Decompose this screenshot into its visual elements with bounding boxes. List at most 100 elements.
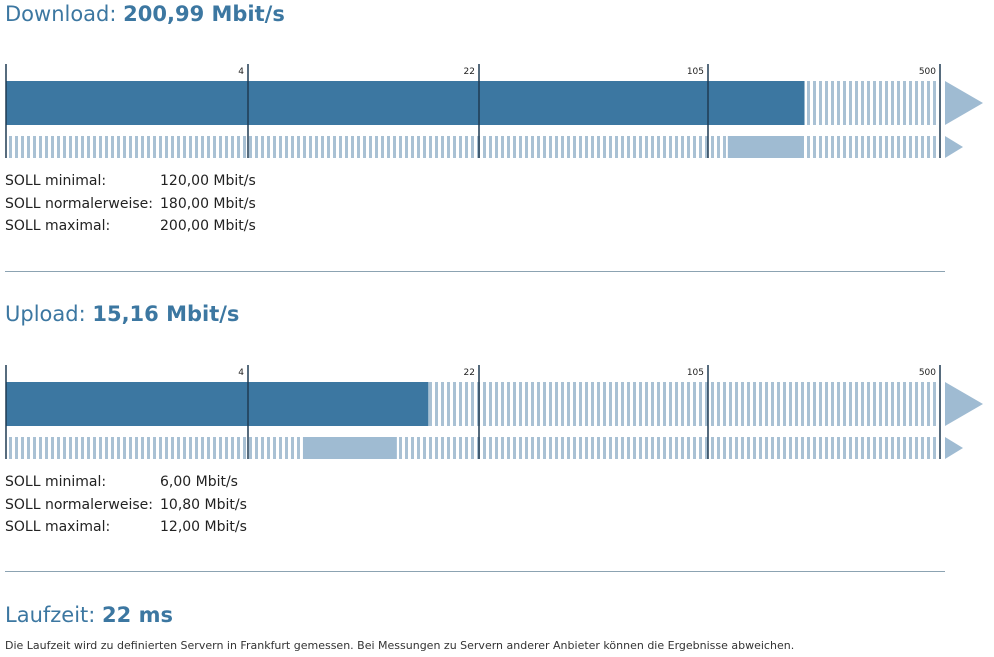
stripe — [195, 437, 198, 459]
upload-label: Upload: — [5, 302, 86, 326]
stripe — [621, 136, 624, 158]
stripe — [723, 437, 726, 459]
stripe — [867, 382, 870, 426]
stripe — [519, 136, 522, 158]
stripe — [225, 136, 228, 158]
stripe — [507, 437, 510, 459]
stripe — [99, 136, 102, 158]
stripe — [675, 437, 678, 459]
stripe — [567, 382, 570, 426]
stripe — [447, 136, 450, 158]
stripe — [693, 382, 696, 426]
stripe — [555, 437, 558, 459]
stripe — [255, 136, 258, 158]
divider — [5, 271, 945, 272]
stripe — [27, 136, 30, 158]
stripe — [393, 136, 396, 158]
stripe — [255, 437, 258, 459]
latency-value: 22 ms — [102, 603, 173, 627]
stripe — [711, 136, 714, 158]
stripe — [651, 136, 654, 158]
stripe — [879, 382, 882, 426]
stripe — [627, 382, 630, 426]
stripe — [921, 382, 924, 426]
stripe — [897, 136, 900, 158]
stripe — [285, 437, 288, 459]
download-gauge-svg: 4 22 105 500 — [5, 64, 983, 158]
stripe — [315, 136, 318, 158]
download-arrow-icon — [945, 81, 983, 125]
stripe — [633, 136, 636, 158]
stripe — [645, 437, 648, 459]
stripe — [507, 136, 510, 158]
stripe — [717, 136, 720, 158]
latency-note: Die Laufzeit wird zu definierten Servern… — [5, 639, 795, 652]
stripe — [231, 136, 234, 158]
stripe — [801, 382, 804, 426]
stripe — [483, 382, 486, 426]
stripe — [417, 136, 420, 158]
stripe — [45, 136, 48, 158]
stripe — [741, 382, 744, 426]
stripe — [345, 136, 348, 158]
stripe — [351, 136, 354, 158]
tick-label-22: 22 — [464, 67, 475, 77]
stripe — [801, 437, 804, 459]
tick-label-4: 4 — [238, 67, 244, 77]
stripe — [765, 382, 768, 426]
stripe — [849, 136, 852, 158]
stripe — [465, 136, 468, 158]
stripe — [471, 382, 474, 426]
tick-label-105: 105 — [687, 67, 704, 77]
stripe — [333, 136, 336, 158]
stripe — [261, 136, 264, 158]
stripe — [69, 437, 72, 459]
stripe — [435, 437, 438, 459]
upload-soll-list: SOLL minimal: 6,00 Mbit/s SOLL normalerwe… — [5, 471, 247, 539]
stripe — [573, 382, 576, 426]
stripe — [711, 437, 714, 459]
stripe — [669, 437, 672, 459]
tick-label-500: 500 — [919, 67, 936, 77]
stripe — [147, 437, 150, 459]
stripe — [519, 437, 522, 459]
stripe — [117, 437, 120, 459]
stripe — [81, 136, 84, 158]
stripe — [501, 382, 504, 426]
stripe — [627, 437, 630, 459]
upload-soll-range-bar — [302, 437, 397, 459]
stripe — [537, 136, 540, 158]
stripe — [39, 136, 42, 158]
stripe — [909, 136, 912, 158]
stripe — [459, 382, 462, 426]
stripe — [903, 136, 906, 158]
stripe — [273, 437, 276, 459]
download-small-arrow-icon — [945, 136, 963, 158]
stripe — [591, 382, 594, 426]
stripe — [81, 437, 84, 459]
stripe — [63, 136, 66, 158]
stripe — [699, 382, 702, 426]
stripe — [219, 437, 222, 459]
stripe — [105, 437, 108, 459]
stripe — [303, 136, 306, 158]
stripe — [867, 81, 870, 125]
stripe — [447, 437, 450, 459]
stripe — [903, 437, 906, 459]
stripe — [603, 382, 606, 426]
upload-arrow-icon — [945, 382, 983, 426]
stripe — [291, 437, 294, 459]
download-soll-list: SOLL minimal: 120,00 Mbit/s SOLL normaler… — [5, 170, 256, 238]
stripe — [651, 382, 654, 426]
stripe — [273, 136, 276, 158]
stripe — [681, 136, 684, 158]
stripe — [753, 437, 756, 459]
stripe — [87, 136, 90, 158]
soll-label: SOLL minimal: — [5, 474, 107, 490]
tick-label-500: 500 — [919, 368, 936, 378]
stripe — [579, 437, 582, 459]
stripe — [567, 136, 570, 158]
stripe — [243, 136, 246, 158]
stripe — [243, 437, 246, 459]
stripe — [231, 437, 234, 459]
